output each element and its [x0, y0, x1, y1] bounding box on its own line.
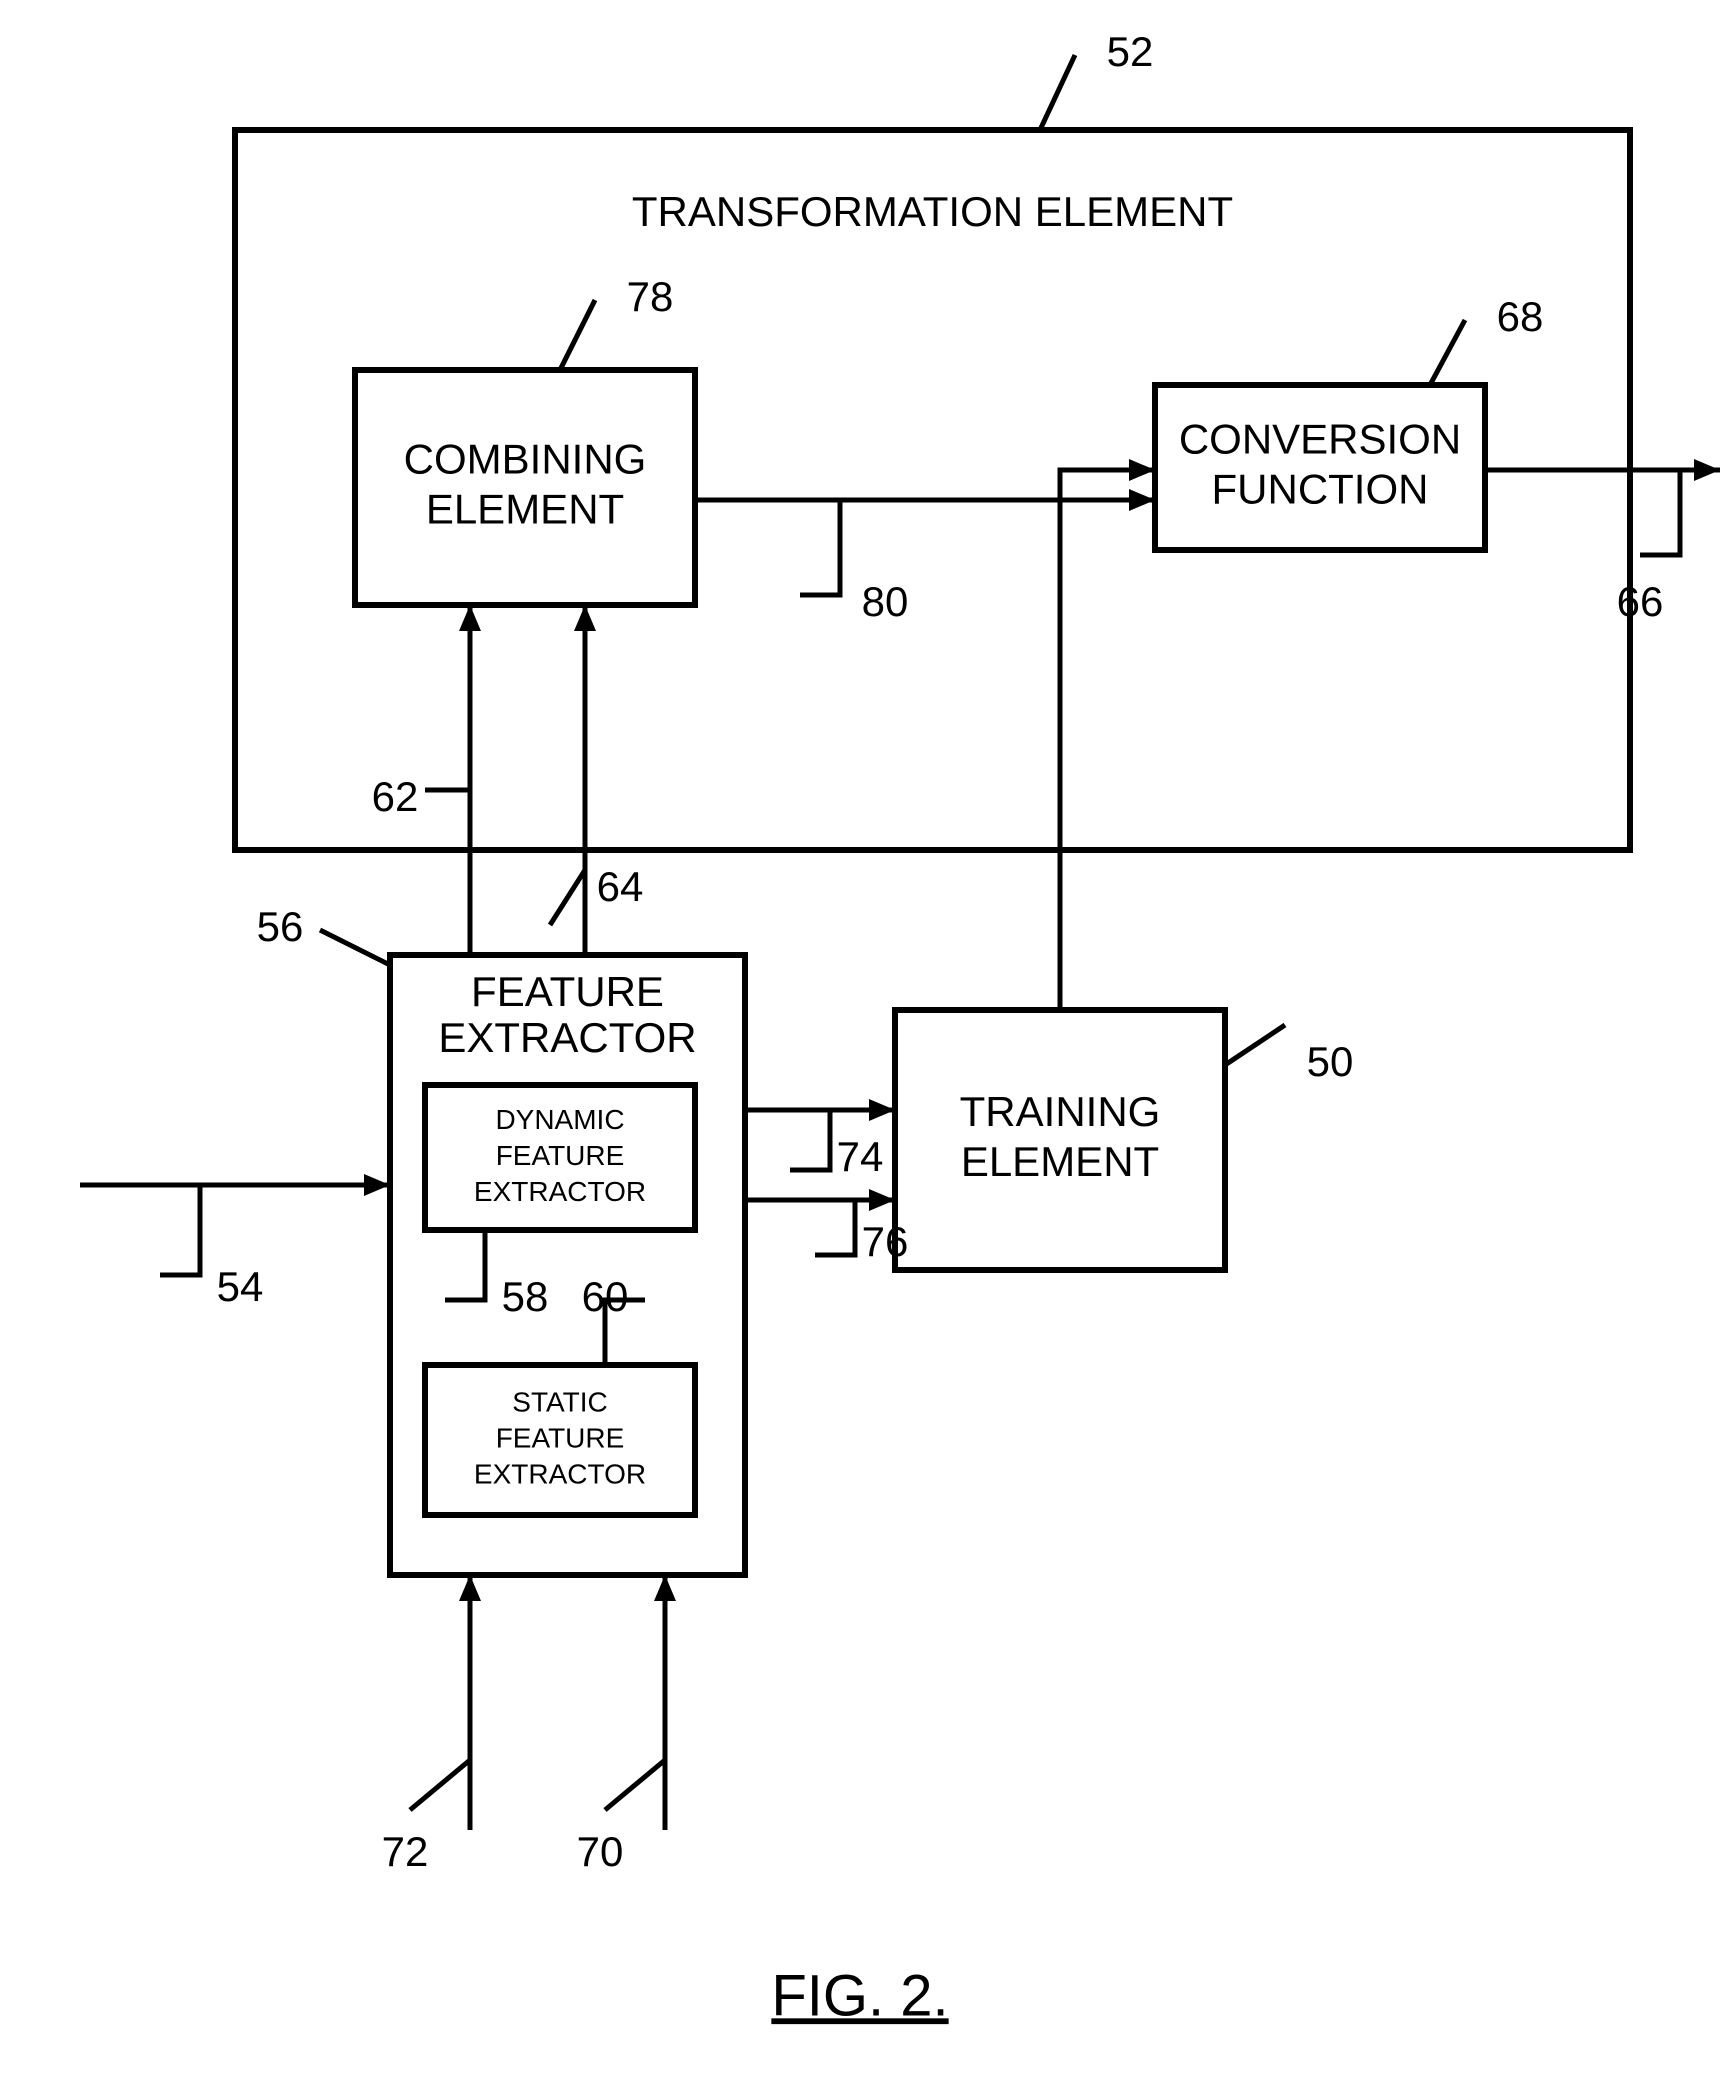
leader-l72	[410, 1760, 470, 1810]
ref-label-50: 50	[1307, 1038, 1354, 1085]
figure-caption: FIG. 2.	[771, 1963, 948, 2028]
leader-l54	[160, 1185, 200, 1275]
transformation-element-title: TRANSFORMATION ELEMENT	[632, 188, 1233, 235]
ref-label-58: 58	[502, 1273, 549, 1320]
ref-label-80: 80	[862, 578, 909, 625]
ref-label-68: 68	[1497, 293, 1544, 340]
ref-label-64: 64	[597, 863, 644, 910]
leader-l62	[425, 735, 470, 790]
ref-label-62: 62	[372, 773, 419, 820]
dyn_feat-label: EXTRACTOR	[474, 1176, 646, 1207]
ref-label-66: 66	[1617, 578, 1664, 625]
ref-label-76: 76	[862, 1218, 909, 1265]
ref-label-70: 70	[577, 1828, 624, 1875]
ref-label-74: 74	[837, 1133, 884, 1180]
feature-extractor-title: EXTRACTOR	[438, 1014, 696, 1061]
ref-label-78: 78	[627, 273, 674, 320]
combining-label: COMBINING	[404, 436, 647, 483]
arrow-train_to_conv	[1060, 470, 1155, 1010]
conversion-label: FUNCTION	[1212, 466, 1429, 513]
feature-extractor-title: FEATURE	[471, 968, 664, 1015]
leader-l68	[1430, 320, 1465, 385]
leader-l50	[1225, 1025, 1285, 1065]
leader-l70	[605, 1760, 665, 1810]
training-label: ELEMENT	[961, 1138, 1159, 1185]
ref-label-60: 60	[582, 1273, 629, 1320]
conversion-label: CONVERSION	[1179, 416, 1461, 463]
leader-l76	[815, 1200, 855, 1255]
training-label: TRAINING	[960, 1088, 1161, 1135]
leader-l52	[1040, 55, 1075, 130]
ref-label-56: 56	[257, 903, 304, 950]
combining-label: ELEMENT	[426, 486, 624, 533]
leader-l80	[800, 500, 840, 595]
ref-label-72: 72	[382, 1828, 429, 1875]
stat_feat-label: STATIC	[512, 1386, 607, 1417]
ref-label-54: 54	[217, 1263, 264, 1310]
leader-l58	[445, 1230, 485, 1300]
dyn_feat-label: FEATURE	[496, 1140, 625, 1171]
stat_feat-label: EXTRACTOR	[474, 1458, 646, 1489]
leader-l66	[1640, 470, 1680, 555]
leader-l78	[560, 300, 595, 370]
leader-l74	[790, 1110, 830, 1170]
dyn_feat-label: DYNAMIC	[495, 1104, 624, 1135]
leader-l64	[550, 870, 585, 925]
stat_feat-label: FEATURE	[496, 1422, 625, 1453]
leader-l56	[320, 930, 390, 965]
ref-label-52: 52	[1107, 28, 1154, 75]
